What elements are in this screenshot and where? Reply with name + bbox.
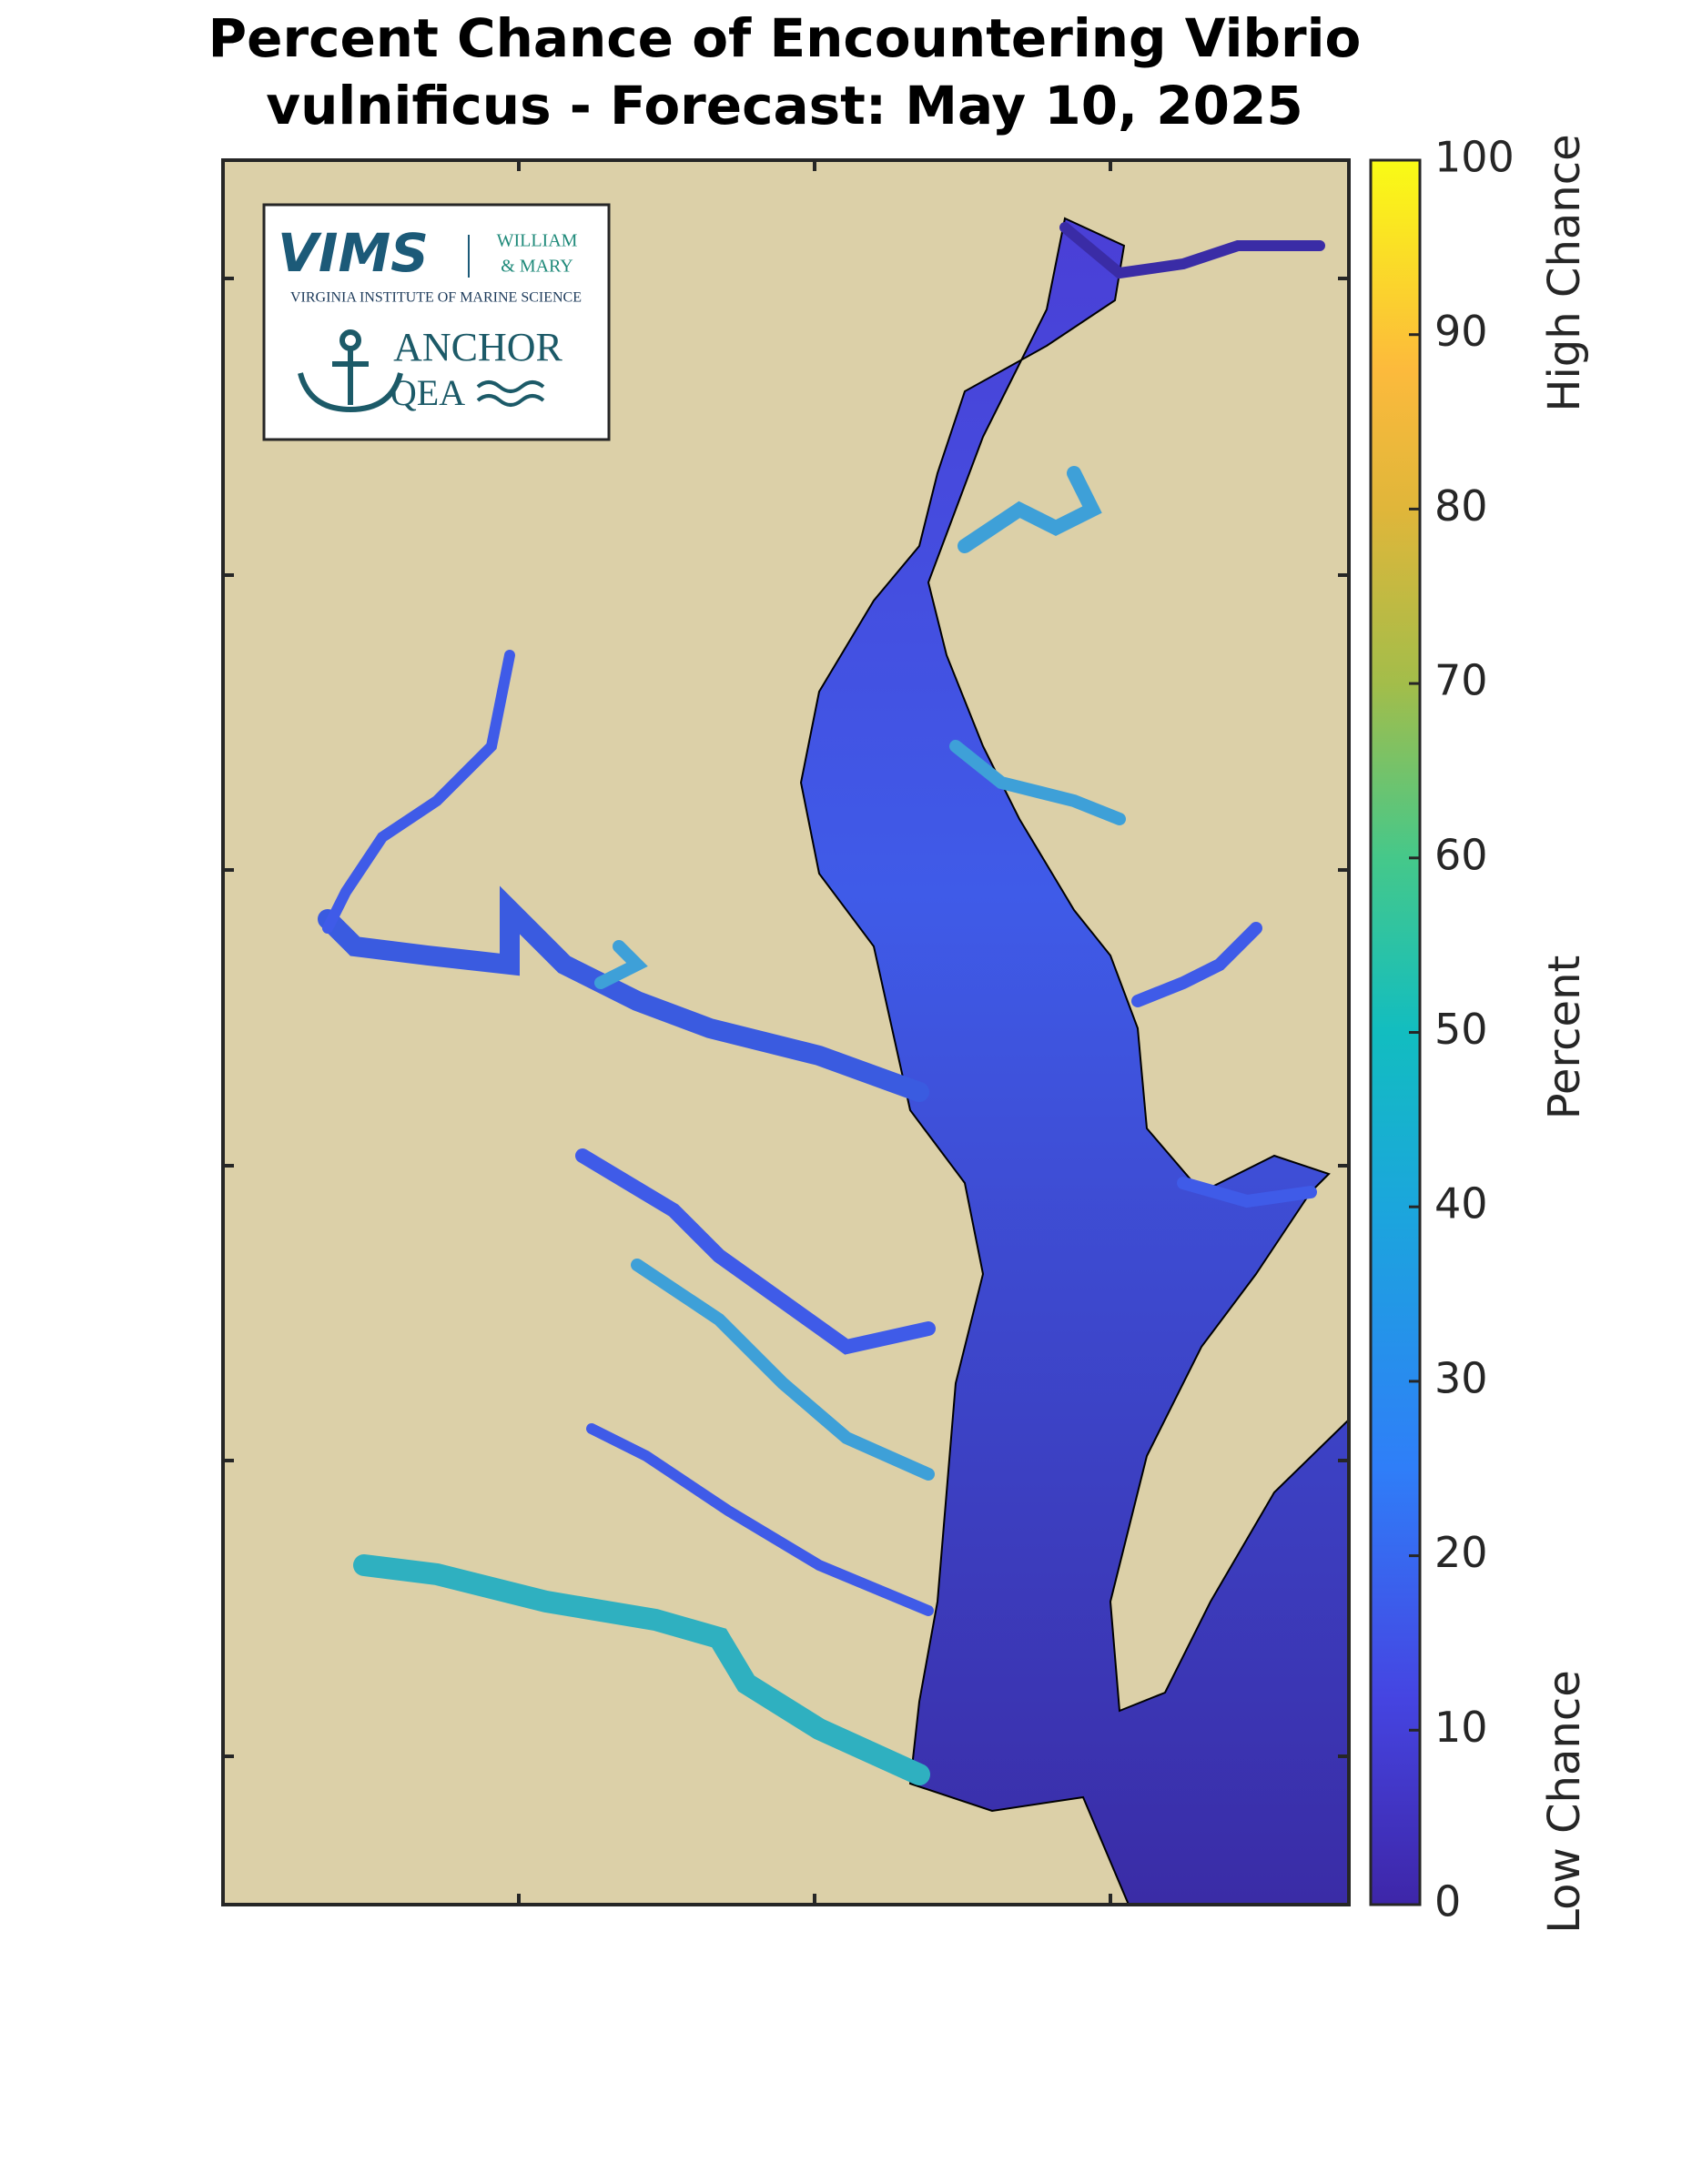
- river: [958, 466, 1102, 553]
- river: [594, 940, 648, 989]
- map-frame: [221, 158, 1351, 1906]
- colorbar-tick-label: 20: [1434, 1528, 1488, 1577]
- colorbar-tick-label: 80: [1434, 481, 1488, 531]
- colorbar-tick-label: 30: [1434, 1353, 1488, 1402]
- colorbar-tick-label: 60: [1434, 830, 1488, 879]
- river: [322, 650, 515, 934]
- river: [586, 1423, 934, 1616]
- title-line: Percent Chance of Encountering Vibrio: [208, 7, 1362, 69]
- colorbar-label: Percent: [1539, 956, 1590, 1120]
- colorbar-tick-label: 40: [1434, 1179, 1488, 1228]
- colorbar-tick-label: 70: [1434, 656, 1488, 705]
- colorbar-ticks: 0 10 20 30 40 50 60 70 80 90 100: [1409, 133, 1515, 1926]
- colorbar-tick-label: 10: [1434, 1703, 1488, 1752]
- river: [631, 1259, 935, 1481]
- river: [949, 740, 1126, 825]
- logo-text: & MARY: [501, 257, 572, 277]
- colorbar-tick-label: 90: [1434, 307, 1488, 356]
- land: [223, 160, 1349, 1905]
- river: [1131, 922, 1262, 1007]
- logo-text: VIRGINIA INSTITUTE OF MARINE SCIENCE: [290, 290, 582, 306]
- title-line: vulnificus - Forecast: May 10, 2025: [266, 75, 1302, 136]
- river: [353, 1554, 930, 1785]
- river: [575, 1148, 936, 1355]
- river: [1177, 1177, 1317, 1208]
- logo: VIMS WILLIAM & MARY VIRGINIA INSTITUTE O…: [262, 203, 611, 441]
- logo-text: VIMS: [278, 222, 429, 284]
- map: [223, 160, 1350, 1906]
- river: [1059, 222, 1325, 279]
- colorbar-tick-label: 0: [1434, 1877, 1461, 1926]
- colorbar-tick-label: 50: [1434, 1005, 1488, 1054]
- colorbar-high-label: High Chance: [1539, 134, 1590, 411]
- colorbar-low-label: Low Chance: [1539, 1670, 1590, 1933]
- logo-text: QEA: [390, 372, 465, 413]
- river: [318, 885, 929, 1102]
- logo-text: ANCHOR: [393, 325, 562, 369]
- logo-text: WILLIAM: [497, 231, 578, 251]
- colorbar-tick-label: 100: [1434, 133, 1515, 182]
